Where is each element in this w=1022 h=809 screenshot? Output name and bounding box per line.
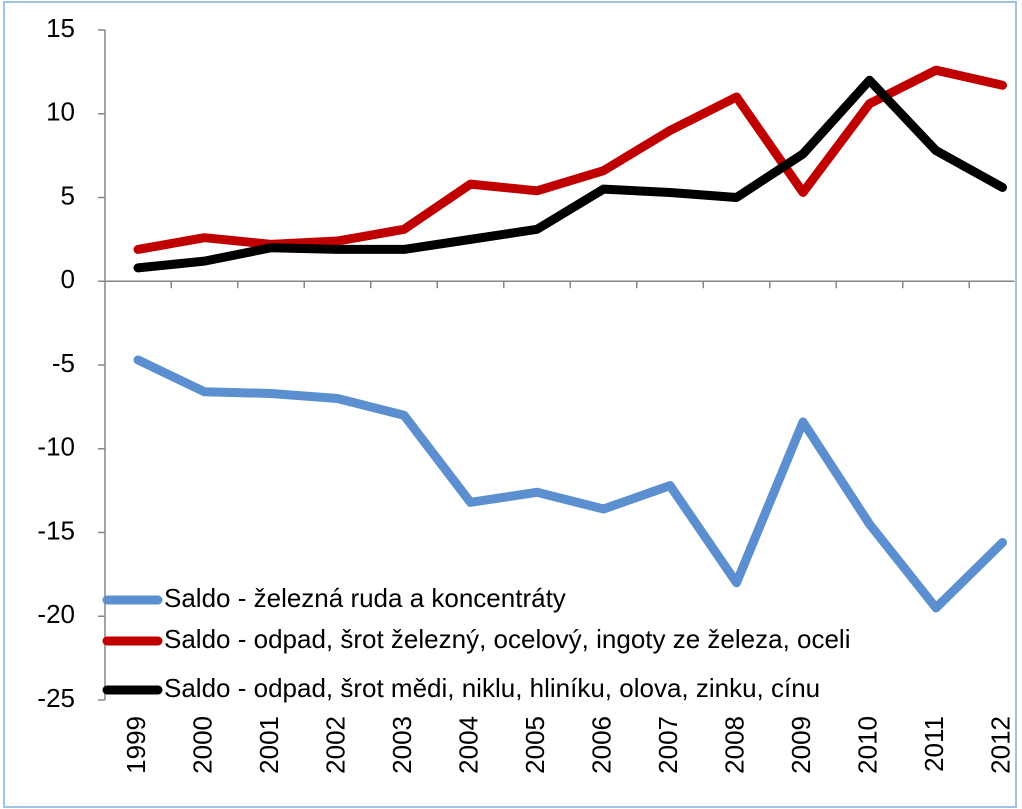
y-tick-label: -20 xyxy=(37,599,75,629)
x-tick-label: 2011 xyxy=(919,716,949,772)
y-tick-label: -25 xyxy=(37,683,75,713)
y-tick-label: 15 xyxy=(46,13,75,43)
series-line xyxy=(133,75,1007,273)
x-tick-label: 2002 xyxy=(320,716,350,774)
x-tick-label: 2003 xyxy=(387,716,417,774)
x-tick-label: 1999 xyxy=(121,716,151,774)
x-tick-label: 2008 xyxy=(719,716,749,774)
series-line xyxy=(133,355,1007,613)
x-tick-label: 2007 xyxy=(653,716,683,774)
legend-label: Saldo - železná ruda a koncentráty xyxy=(164,583,566,613)
legend-label: Saldo - odpad, šrot železný, ocelový, in… xyxy=(164,624,851,654)
chart-border xyxy=(3,1,1017,808)
y-tick-label: 5 xyxy=(61,180,75,210)
y-tick-label: -5 xyxy=(52,348,75,378)
x-tick-label: 2010 xyxy=(852,716,882,774)
x-tick-label: 2001 xyxy=(254,716,284,774)
x-tick-label: 2000 xyxy=(187,716,217,774)
y-tick-label: -15 xyxy=(37,515,75,545)
x-tick-label: 2006 xyxy=(586,716,616,774)
y-tick-label: 10 xyxy=(46,97,75,127)
y-tick-label: 0 xyxy=(61,264,75,294)
y-tick-label: -10 xyxy=(37,432,75,462)
x-tick-label: 2009 xyxy=(786,716,816,774)
series-line xyxy=(133,65,1007,254)
x-tick-label: 2012 xyxy=(985,716,1015,774)
x-tick-label: 2004 xyxy=(453,716,483,774)
legend-label: Saldo - odpad, šrot mědi, niklu, hliníku… xyxy=(164,673,820,703)
x-tick-label: 2005 xyxy=(520,716,550,774)
